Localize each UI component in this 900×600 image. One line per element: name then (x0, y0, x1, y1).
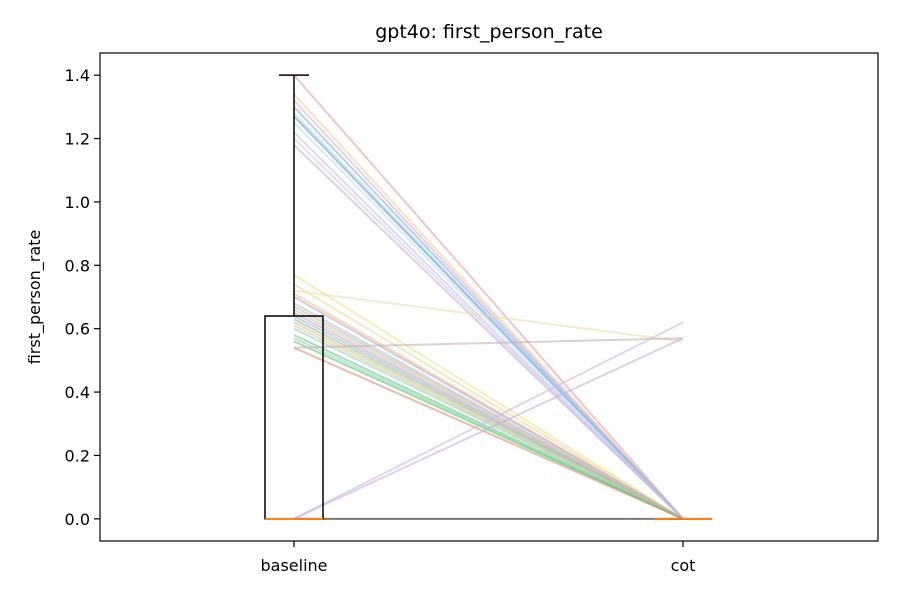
paired-line-11 (293, 283, 684, 520)
paired-line-27 (293, 337, 684, 349)
y-tick-label-0: 0.0 (65, 510, 90, 529)
paired-lines (293, 74, 684, 520)
paired-line-6 (293, 122, 684, 520)
plot-frame (99, 52, 879, 542)
y-tick-label-5: 1.0 (65, 193, 90, 212)
paired-line-12 (293, 289, 684, 343)
y-axis: 0.0 0.2 0.4 0.6 0.8 1.0 1.2 1.4 (65, 66, 100, 529)
paired-line-30 (293, 337, 684, 520)
y-tick-label-3: 0.6 (65, 320, 90, 339)
paired-line-29 (293, 321, 684, 520)
y-tick-label-1: 0.2 (65, 446, 90, 465)
y-tick-label-7: 1.4 (65, 66, 90, 85)
paired-line-28 (293, 346, 684, 520)
paired-line-0 (293, 74, 684, 520)
x-axis: baseline cot (260, 541, 695, 575)
y-tick-label-4: 0.8 (65, 256, 90, 275)
y-tick-label-2: 0.4 (65, 383, 90, 402)
y-tick-label-6: 1.2 (65, 130, 90, 149)
paired-line-9 (293, 144, 684, 520)
chart-title: gpt4o: first_person_rate (375, 21, 603, 43)
x-tick-label-baseline: baseline (260, 556, 327, 575)
x-tick-label-cot: cot (671, 556, 696, 575)
y-axis-label: first_person_rate (25, 230, 45, 365)
boxplots (264, 74, 712, 520)
paired-line-10 (293, 273, 684, 520)
